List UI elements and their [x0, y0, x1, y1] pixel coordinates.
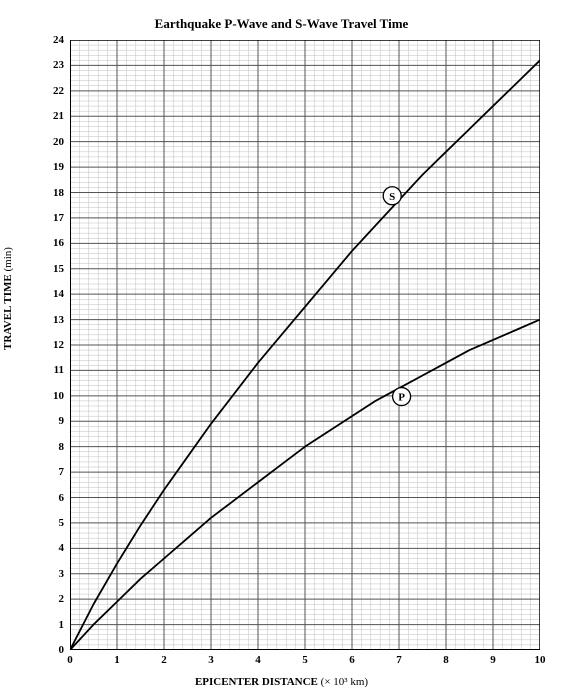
y-tick-label: 4 [40, 542, 64, 554]
y-tick-label: 13 [40, 314, 64, 326]
x-tick-label: 3 [208, 654, 214, 666]
y-tick-label: 16 [40, 237, 64, 249]
y-tick-label: 20 [40, 136, 64, 148]
y-tick-label: 24 [40, 34, 64, 46]
chart-title: Earthquake P-Wave and S-Wave Travel Time [0, 16, 563, 32]
x-axis-label: EPICENTER DISTANCE (× 10³ km) [0, 676, 563, 688]
y-tick-label: 7 [40, 466, 64, 478]
x-tick-label: 2 [161, 654, 167, 666]
x-tick-label: 10 [535, 654, 546, 666]
y-axis-label-prefix: TRAVEL TIME [2, 274, 14, 350]
chart-plot-area: SP 0123456789101112131415161718192021222… [70, 40, 540, 650]
x-axis-label-prefix: EPICENTER DISTANCE [195, 676, 318, 688]
y-tick-label: 0 [40, 644, 64, 656]
chart-svg: SP [70, 40, 540, 650]
y-tick-label: 15 [40, 263, 64, 275]
y-axis-label: TRAVEL TIME (min) [2, 247, 14, 350]
y-tick-label: 2 [40, 593, 64, 605]
y-tick-label: 9 [40, 415, 64, 427]
y-tick-label: 22 [40, 85, 64, 97]
y-tick-label: 12 [40, 339, 64, 351]
x-tick-label: 9 [490, 654, 496, 666]
page: Earthquake P-Wave and S-Wave Travel Time… [0, 0, 563, 700]
y-tick-label: 18 [40, 187, 64, 199]
y-tick-label: 21 [40, 110, 64, 122]
svg-text:S: S [389, 191, 395, 203]
x-tick-label: 5 [302, 654, 308, 666]
x-tick-label: 0 [67, 654, 73, 666]
svg-text:P: P [398, 392, 405, 404]
x-tick-label: 6 [349, 654, 355, 666]
x-tick-label: 1 [114, 654, 120, 666]
y-tick-label: 8 [40, 441, 64, 453]
y-tick-label: 23 [40, 59, 64, 71]
y-axis-label-units: (min) [2, 247, 14, 271]
y-tick-label: 1 [40, 619, 64, 631]
y-tick-label: 10 [40, 390, 64, 402]
x-axis-label-units: (× 10³ km) [321, 676, 368, 688]
y-tick-label: 19 [40, 161, 64, 173]
x-tick-label: 8 [443, 654, 449, 666]
y-tick-label: 14 [40, 288, 64, 300]
x-tick-label: 7 [396, 654, 402, 666]
y-tick-label: 3 [40, 568, 64, 580]
y-tick-label: 5 [40, 517, 64, 529]
y-tick-label: 11 [40, 364, 64, 376]
x-tick-label: 4 [255, 654, 261, 666]
y-tick-label: 6 [40, 492, 64, 504]
y-tick-label: 17 [40, 212, 64, 224]
